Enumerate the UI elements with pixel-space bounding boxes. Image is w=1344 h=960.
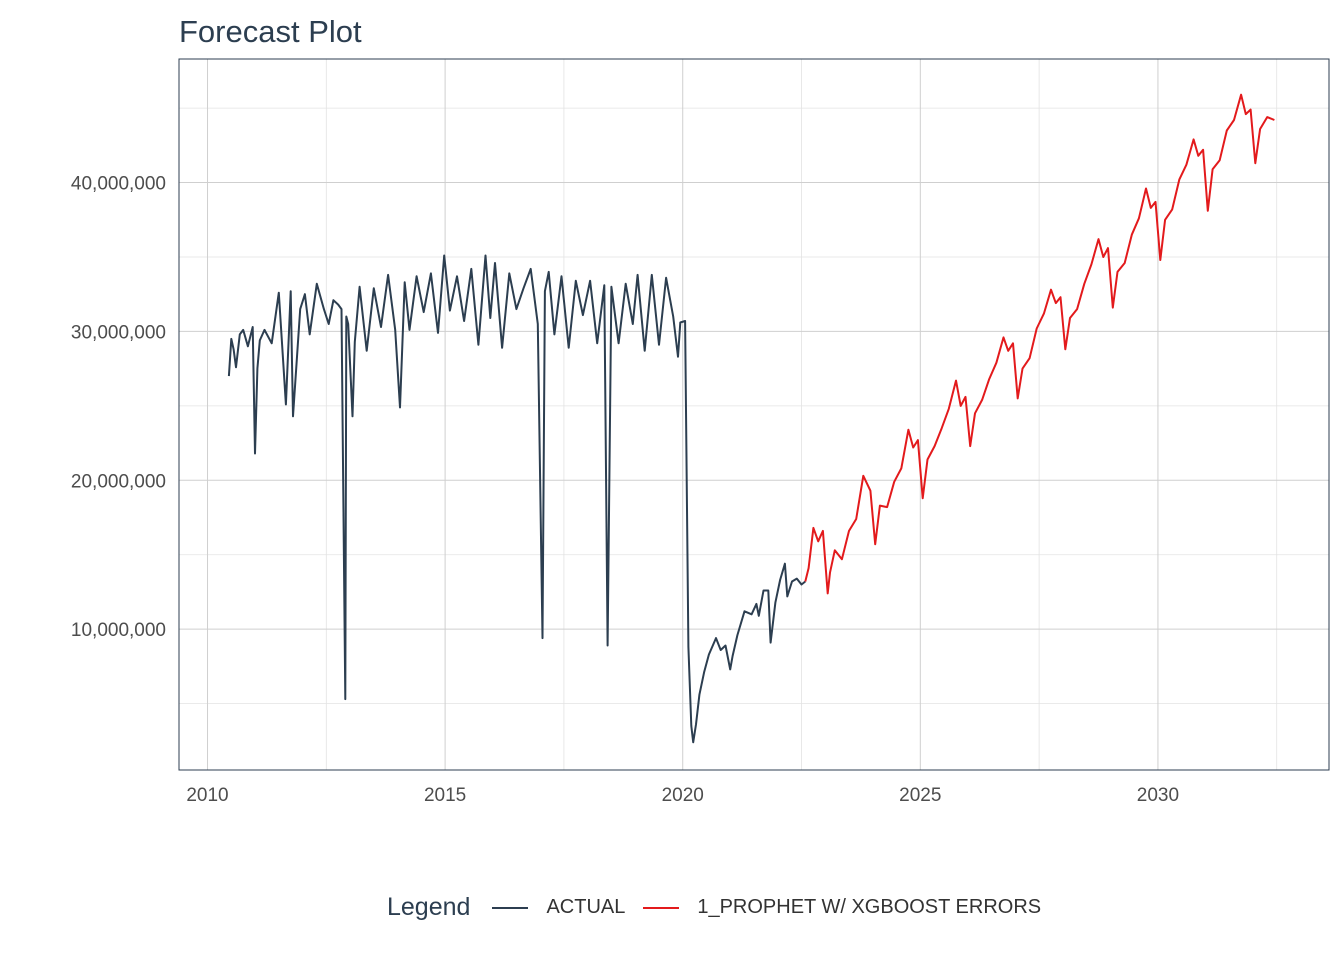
legend-item-prophet: 1_PROPHET W/ XGBOOST ERRORS [643, 896, 1041, 919]
x-tick-label: 2025 [899, 785, 941, 806]
series-line-prophet [804, 93, 1275, 595]
legend-item-actual: ACTUAL [492, 896, 625, 919]
y-tick-label: 40,000,000 [71, 174, 166, 195]
x-tick-label: 2030 [1137, 785, 1179, 806]
series-layer [227, 93, 1275, 744]
x-tick-label: 2015 [424, 785, 466, 806]
axis-layer: 2010 2015 2020 2025 2030 10,000,000 20,000,000… [71, 174, 1179, 806]
legend-key-actual [492, 906, 529, 909]
legend-key-prophet [643, 906, 680, 909]
chart-title: Forecast Plot [179, 14, 362, 49]
x-tick-label: 2020 [662, 785, 704, 806]
y-tick-label: 30,000,000 [71, 322, 166, 343]
x-tick-label: 2010 [186, 785, 228, 806]
legend-label-prophet: 1_PROPHET W/ XGBOOST ERRORS [697, 896, 1042, 918]
plot-border [178, 58, 1330, 771]
legend: Legend ACTUAL 1_PROPHET W/ XGBOOST ERROR… [387, 893, 1059, 922]
grid-layer [179, 59, 1329, 770]
y-tick-label: 10,000,000 [71, 620, 166, 641]
y-tick-label: 20,000,000 [71, 471, 166, 492]
legend-label-actual: ACTUAL [546, 896, 626, 918]
legend-title: Legend [387, 893, 471, 921]
series-line-actual [227, 254, 806, 744]
